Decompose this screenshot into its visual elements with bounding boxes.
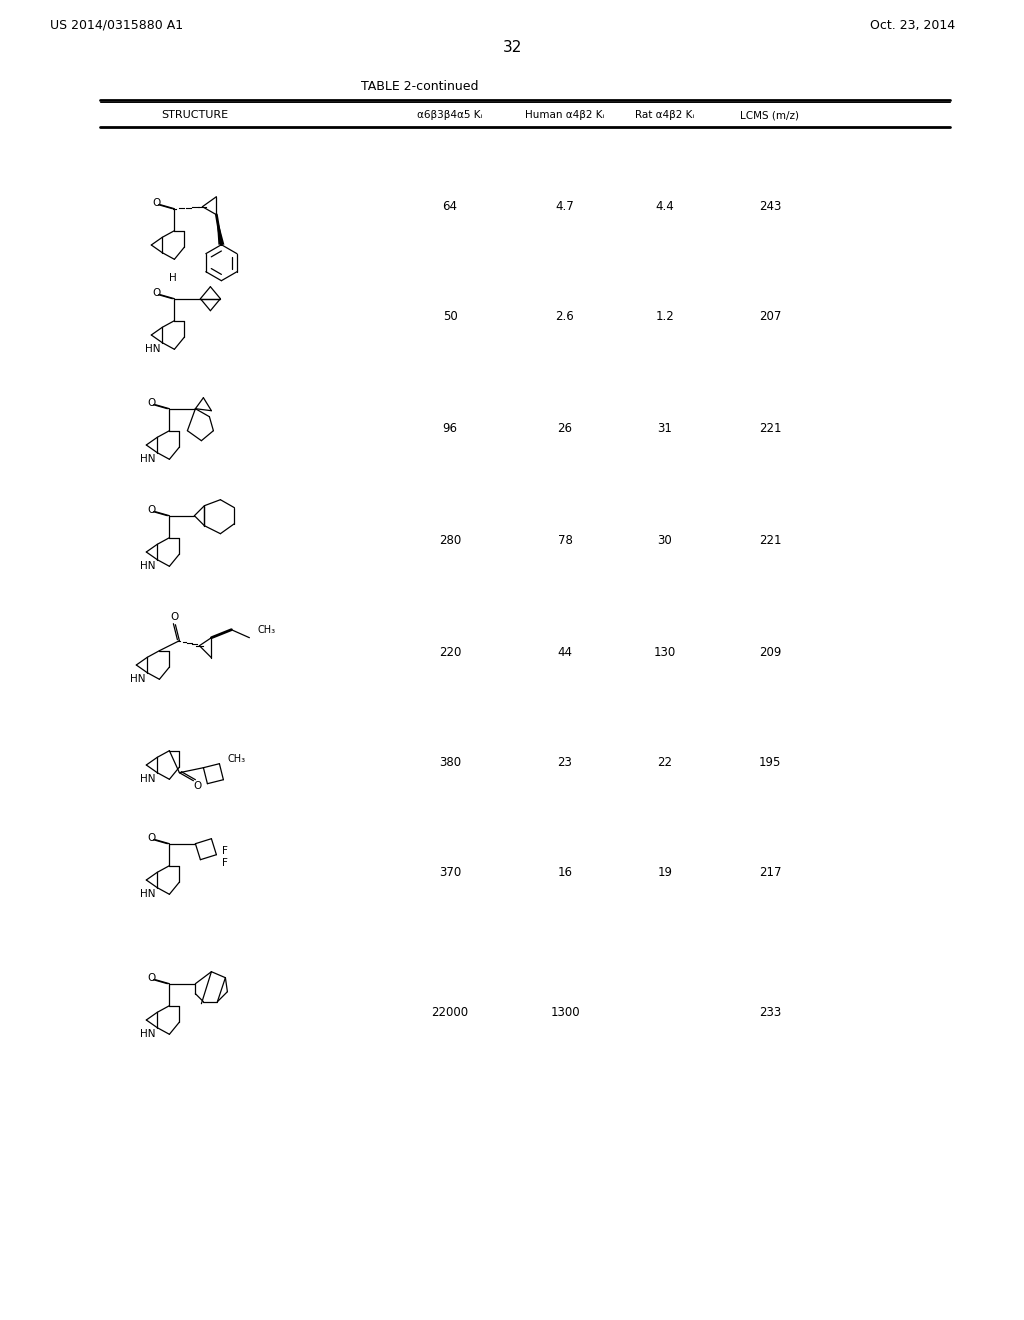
Text: 243: 243 (759, 201, 781, 214)
Text: O: O (147, 504, 156, 515)
Text: Human α4β2 Kᵢ: Human α4β2 Kᵢ (525, 110, 605, 120)
Text: 4.7: 4.7 (556, 201, 574, 214)
Text: 32: 32 (503, 41, 521, 55)
Text: O: O (170, 611, 178, 622)
Text: 96: 96 (442, 421, 458, 434)
Text: HN: HN (140, 1030, 156, 1039)
Text: Rat α4β2 Kᵢ: Rat α4β2 Kᵢ (635, 110, 694, 120)
Text: 280: 280 (439, 533, 461, 546)
Text: 207: 207 (759, 310, 781, 323)
Text: α6β3β4α5 Kᵢ: α6β3β4α5 Kᵢ (418, 110, 482, 120)
Text: 26: 26 (557, 421, 572, 434)
Text: HN: HN (140, 890, 156, 899)
Text: 4.4: 4.4 (655, 201, 675, 214)
Text: TABLE 2-continued: TABLE 2-continued (361, 81, 479, 94)
Text: O: O (153, 198, 161, 207)
Text: 30: 30 (657, 533, 673, 546)
Text: 220: 220 (439, 645, 461, 659)
Text: 19: 19 (657, 866, 673, 879)
Text: HN: HN (140, 775, 156, 784)
Text: 2.6: 2.6 (556, 310, 574, 323)
Text: CH₃: CH₃ (257, 624, 275, 635)
Text: F: F (222, 846, 228, 855)
Text: 78: 78 (557, 533, 572, 546)
Text: US 2014/0315880 A1: US 2014/0315880 A1 (50, 18, 183, 32)
Text: Oct. 23, 2014: Oct. 23, 2014 (870, 18, 955, 32)
Text: HN: HN (140, 561, 156, 572)
Text: 195: 195 (759, 755, 781, 768)
Text: 44: 44 (557, 645, 572, 659)
Text: 209: 209 (759, 645, 781, 659)
Text: HN: HN (145, 345, 161, 354)
Text: HN: HN (140, 454, 156, 465)
Text: O: O (194, 780, 202, 791)
Text: O: O (147, 833, 156, 842)
Text: HN: HN (130, 675, 145, 684)
Text: O: O (153, 288, 161, 298)
Polygon shape (211, 628, 232, 638)
Text: 217: 217 (759, 866, 781, 879)
Text: LCMS (m/z): LCMS (m/z) (740, 110, 800, 120)
Text: 31: 31 (657, 421, 673, 434)
Text: 380: 380 (439, 755, 461, 768)
Text: 221: 221 (759, 533, 781, 546)
Text: 1.2: 1.2 (655, 310, 675, 323)
Text: O: O (147, 397, 156, 408)
Text: 1300: 1300 (550, 1006, 580, 1019)
Text: H: H (169, 273, 176, 284)
Text: O: O (147, 973, 156, 982)
Text: F: F (222, 858, 228, 867)
Text: STRUCTURE: STRUCTURE (162, 110, 228, 120)
Text: 16: 16 (557, 866, 572, 879)
Text: 50: 50 (442, 310, 458, 323)
Text: 23: 23 (557, 755, 572, 768)
Text: 22000: 22000 (431, 1006, 469, 1019)
Text: 221: 221 (759, 421, 781, 434)
Text: 370: 370 (439, 866, 461, 879)
Text: 130: 130 (654, 645, 676, 659)
Text: 22: 22 (657, 755, 673, 768)
Polygon shape (216, 215, 224, 244)
Text: 233: 233 (759, 1006, 781, 1019)
Text: CH₃: CH₃ (227, 754, 246, 764)
Text: 64: 64 (442, 201, 458, 214)
